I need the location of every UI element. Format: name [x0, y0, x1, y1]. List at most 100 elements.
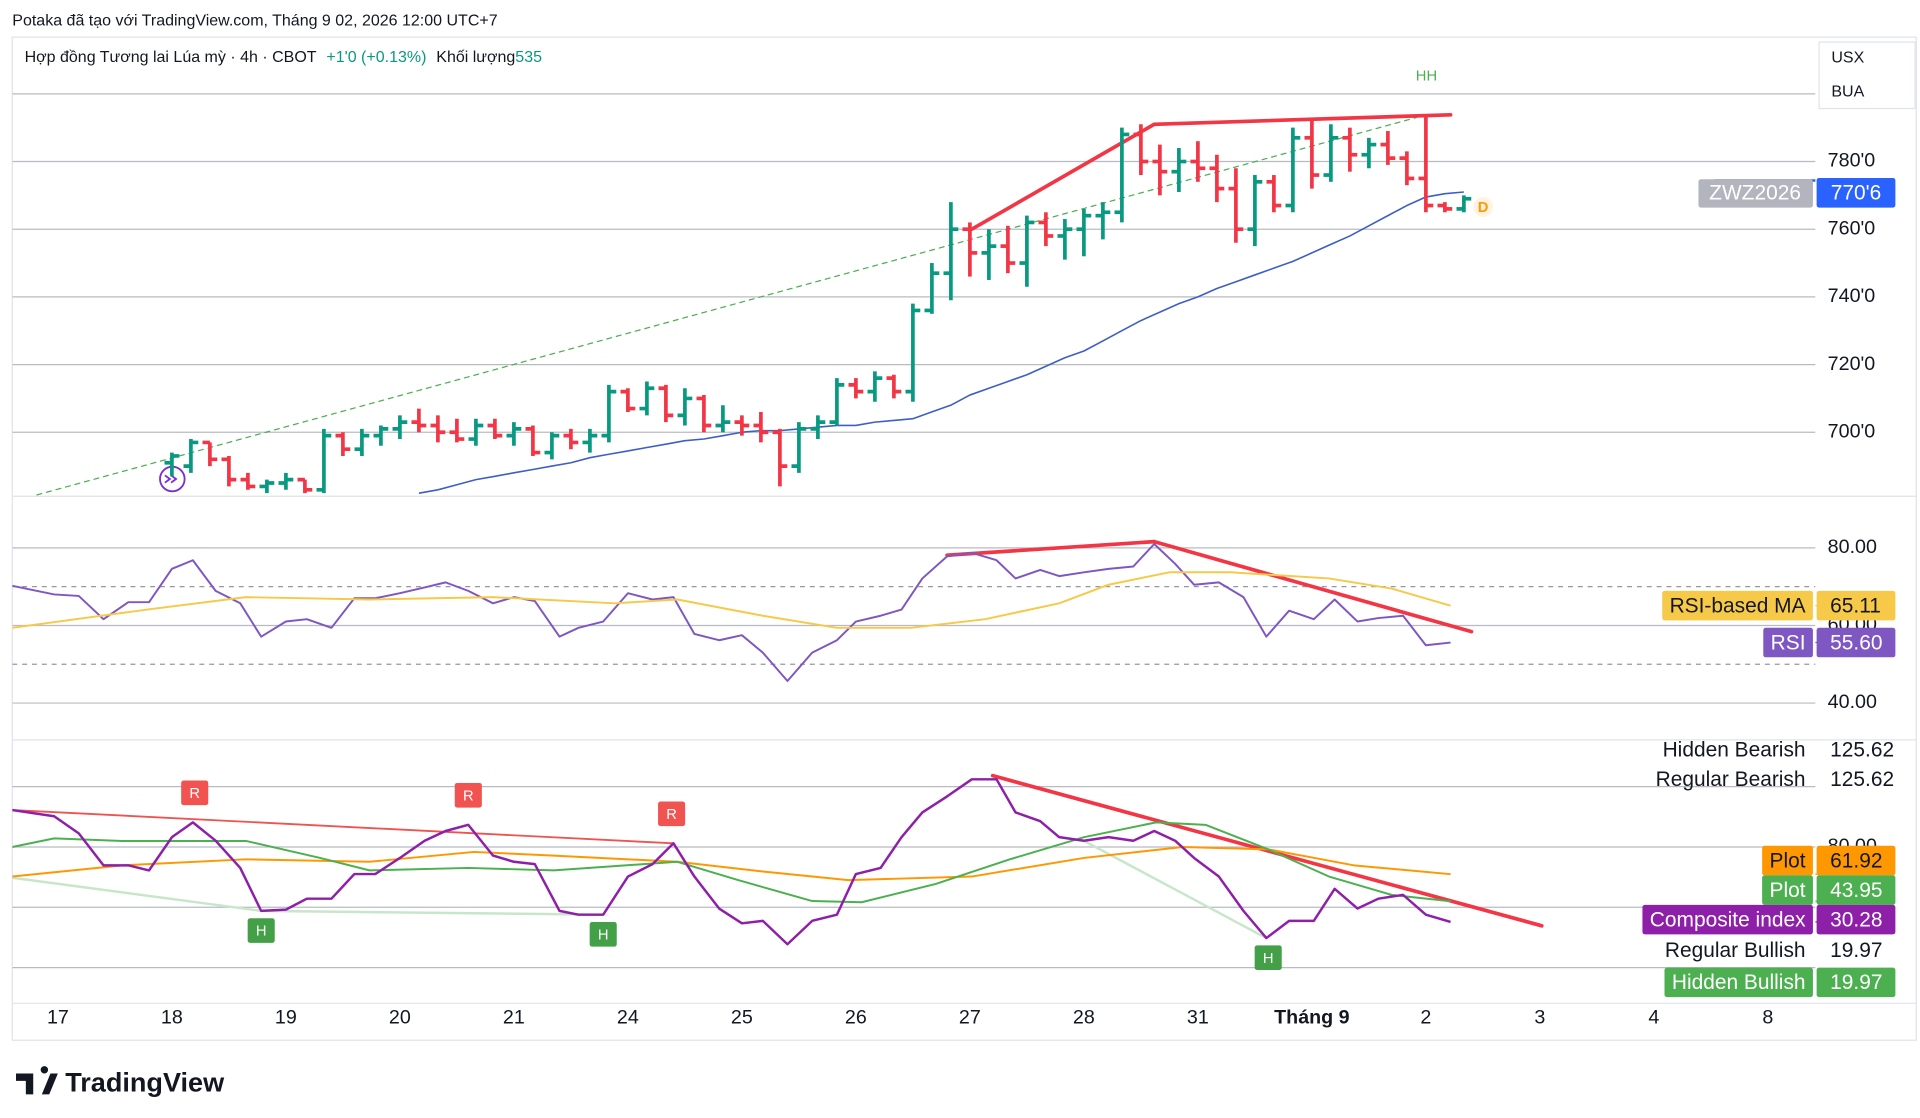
- badge-value: 125.62: [1830, 768, 1894, 791]
- currency: USX: [1831, 49, 1864, 66]
- last-price: 770'6: [1831, 182, 1882, 205]
- annotation-d-bg: [1473, 197, 1493, 217]
- badge-value-bg: [1816, 875, 1896, 905]
- credit: Potaka đã tạo với TradingView.com, Tháng…: [12, 12, 497, 29]
- signal-marker-label: H: [256, 924, 267, 940]
- x-tick-label: 28: [1073, 1006, 1095, 1028]
- trend-line: [12, 809, 675, 845]
- signal-marker-label: R: [189, 786, 200, 802]
- currency-box[interactable]: [1818, 41, 1916, 110]
- badge-value: 30.28: [1830, 908, 1882, 931]
- symbol-title: Hợp đồng Tương lai Lúa mỳ · 4h · CBOT: [25, 49, 317, 66]
- badge-value-bg: [1816, 904, 1896, 935]
- x-tick-label: 17: [47, 1006, 69, 1028]
- trend-line: [1152, 539, 1474, 634]
- x-tick-label: 8: [1762, 1006, 1773, 1028]
- signal-marker: [181, 780, 209, 806]
- badge-value-bg: [1816, 845, 1896, 876]
- badge-name-bg: [1763, 627, 1813, 658]
- signal-marker: [1254, 945, 1282, 971]
- x-tick-label: 2: [1420, 1006, 1431, 1028]
- signal-marker-label: H: [598, 927, 609, 943]
- badge-value: 43.95: [1830, 879, 1882, 902]
- x-tick-label: 25: [731, 1006, 753, 1028]
- badge-name: Composite index: [1650, 908, 1806, 931]
- badge-value: 65.11: [1830, 594, 1881, 617]
- x-tick-label: 21: [503, 1006, 525, 1028]
- badge-name: RSI-based MA: [1670, 594, 1806, 617]
- badge-value-bg: [1816, 627, 1896, 658]
- trend-line: [1082, 839, 1268, 940]
- trend-line: [945, 539, 1157, 558]
- y-tick-label: 720'0: [1828, 353, 1876, 375]
- unit: BUA: [1831, 84, 1864, 101]
- trend-line: [36, 116, 1418, 496]
- signal-marker: [247, 918, 275, 943]
- series-line: [12, 778, 1451, 946]
- y-tick-label: 740'0: [1828, 285, 1876, 307]
- badge-name: Plot: [1770, 849, 1806, 872]
- moving-average: [418, 191, 1464, 494]
- trend-line: [969, 122, 1157, 232]
- annotation-d: D: [1478, 200, 1489, 216]
- y-tick-label: 700'0: [1828, 420, 1876, 442]
- badge-name: Hidden Bearish: [1663, 739, 1806, 762]
- y-tick-label: 40.00: [1828, 691, 1877, 713]
- badge-name-bg: [1664, 967, 1813, 998]
- signal-marker-label: H: [1263, 951, 1274, 967]
- badge-name: Regular Bullish: [1665, 939, 1806, 962]
- badge-value: 19.97: [1830, 939, 1882, 962]
- y-tick-label: 780'0: [1828, 150, 1876, 172]
- badge-name: Plot: [1770, 879, 1806, 902]
- series-line: [12, 543, 1451, 682]
- signal-marker: [589, 922, 617, 947]
- session-icon-glyph: [164, 474, 178, 484]
- signal-marker: [454, 782, 482, 808]
- x-tick-label: 20: [389, 1006, 411, 1028]
- trend-line: [259, 909, 605, 916]
- logo-icon: [16, 1066, 58, 1095]
- chart-frame: [11, 36, 1917, 1041]
- badge-value: 125.62: [1830, 739, 1894, 762]
- logo: TradingView: [16, 1066, 225, 1098]
- badge-value: 19.97: [1830, 971, 1882, 994]
- signal-marker-label: R: [463, 788, 474, 804]
- y-tick-label: 80.00: [1828, 536, 1877, 558]
- trend-line: [1152, 112, 1453, 127]
- badge-name-bg: [1762, 875, 1813, 905]
- signal-marker-label: R: [666, 807, 677, 823]
- trend-line: [12, 876, 263, 913]
- badge-name: RSI: [1771, 631, 1806, 654]
- annotation-hh: HH: [1416, 68, 1437, 84]
- badge-name: Regular Bearish: [1656, 768, 1806, 791]
- x-tick-label: 3: [1534, 1006, 1545, 1028]
- x-tick-label: 26: [845, 1006, 867, 1028]
- pane: [12, 773, 1816, 969]
- x-tick-label: 31: [1187, 1006, 1209, 1028]
- x-tick-label: 4: [1648, 1006, 1659, 1028]
- pane: [12, 539, 1816, 704]
- x-tick-label: 27: [959, 1006, 981, 1028]
- x-tick-label: 18: [161, 1006, 183, 1028]
- badge-value: 61.92: [1830, 849, 1882, 872]
- price-change: +1'0 (+0.13%): [326, 49, 426, 66]
- series-line: [12, 846, 1451, 882]
- symbol-badge-bg: [1698, 179, 1813, 208]
- series-line: [12, 571, 1451, 629]
- badge-value-bg: [1816, 967, 1896, 998]
- badge-name-bg: [1642, 904, 1813, 935]
- signal-marker: [658, 801, 686, 827]
- pane: [12, 93, 1816, 496]
- badge-value: 55.60: [1830, 631, 1882, 654]
- badge-name-bg: [1762, 845, 1813, 876]
- badge-name-bg: [1662, 590, 1813, 621]
- logo-text: TradingView: [65, 1067, 225, 1098]
- series-line: [12, 821, 1451, 904]
- symbol-badge: ZWZ2026: [1709, 182, 1801, 205]
- volume-label: Khối lượng: [436, 49, 515, 66]
- x-tick-label: 24: [617, 1006, 639, 1028]
- badge-name: Hidden Bullish: [1672, 971, 1806, 994]
